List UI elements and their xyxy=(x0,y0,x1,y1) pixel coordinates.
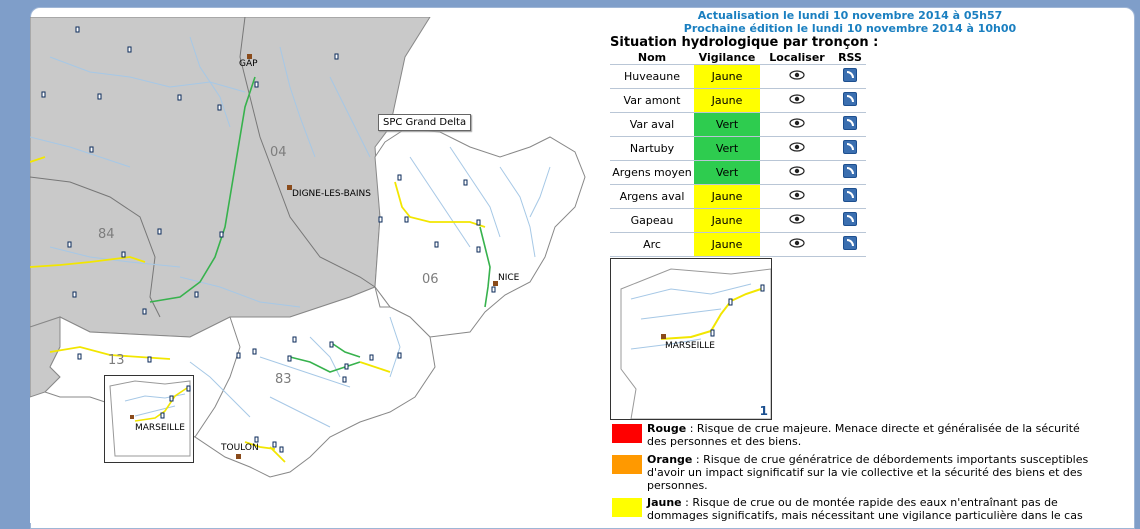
inset-small-city-label: MARSEILLE xyxy=(135,423,185,433)
rss-icon xyxy=(843,212,857,226)
localiser-button[interactable] xyxy=(760,136,834,161)
localiser-button[interactable] xyxy=(760,64,834,89)
col-header-vigilance: Vigilance xyxy=(694,51,760,65)
eye-icon xyxy=(789,118,805,128)
inset-number: 1 xyxy=(759,404,768,418)
legend-jaune: Jaune : Risque de crue ou de montée rapi… xyxy=(612,496,1102,522)
department-label-06: 06 xyxy=(422,272,439,287)
row-name: Argens moyen xyxy=(610,160,694,185)
localiser-button[interactable] xyxy=(760,232,834,257)
inset-large-svg xyxy=(620,268,771,419)
table-row: Gapeau Jaune xyxy=(610,208,866,233)
col-header-localiser: Localiser xyxy=(760,51,834,65)
row-name: Var amont xyxy=(610,88,694,113)
river-sections-table: Nom Vigilance Localiser RSS Huveaune Jaun… xyxy=(610,51,866,257)
row-vigilance: Vert xyxy=(694,136,760,161)
rss-icon xyxy=(843,68,857,82)
rss-button[interactable] xyxy=(834,184,866,209)
rss-button[interactable] xyxy=(834,136,866,161)
localiser-button[interactable] xyxy=(760,88,834,113)
legend-text-jaune: : Risque de crue ou de montée rapide des… xyxy=(647,496,1083,522)
eye-icon xyxy=(789,70,805,80)
row-name: Var aval xyxy=(610,112,694,137)
city-label-gap: GAP xyxy=(239,59,258,69)
table-row: Var aval Vert xyxy=(610,112,866,137)
row-vigilance: Jaune xyxy=(694,208,760,233)
localiser-button[interactable] xyxy=(760,160,834,185)
inset-large-city-label: MARSEILLE xyxy=(665,341,715,351)
table-row: Var amont Jaune xyxy=(610,88,866,113)
row-name: Nartuby xyxy=(610,136,694,161)
city-label-digne: DIGNE-LES-BAINS xyxy=(292,189,371,199)
legend-swatch-orange xyxy=(612,455,642,474)
row-vigilance: Jaune xyxy=(694,64,760,89)
row-name: Huveaune xyxy=(610,64,694,89)
legend-label-orange: Orange xyxy=(647,453,693,466)
eye-icon xyxy=(789,238,805,248)
row-vigilance: Vert xyxy=(694,160,760,185)
rss-button[interactable] xyxy=(834,88,866,113)
legend-orange: Orange : Risque de crue génératrice de d… xyxy=(612,453,1102,492)
city-label-nice: NICE xyxy=(498,273,520,283)
zoom-inset-large[interactable]: MARSEILLE 1 xyxy=(610,258,772,420)
eye-icon xyxy=(789,190,805,200)
col-header-nom: Nom xyxy=(610,51,694,65)
spc-label[interactable]: SPC Grand Delta xyxy=(378,114,472,131)
rss-icon xyxy=(843,188,857,202)
table-row: Nartuby Vert xyxy=(610,136,866,161)
update-timestamp: Actualisation le lundi 10 novembre 2014 … xyxy=(697,9,1003,22)
table-row: Huveaune Jaune xyxy=(610,64,866,89)
legend-label-jaune: Jaune xyxy=(647,496,682,509)
row-name: Argens aval xyxy=(610,184,694,209)
section-title: Situation hydrologique par tronçon : xyxy=(610,35,879,50)
legend-swatch-jaune xyxy=(612,498,642,517)
rss-button[interactable] xyxy=(834,64,866,89)
rss-icon xyxy=(843,116,857,130)
city-label-toulon: TOULON xyxy=(221,443,259,453)
rss-button[interactable] xyxy=(834,160,866,185)
department-label-04: 04 xyxy=(270,145,287,160)
rss-icon xyxy=(843,92,857,106)
legend-label-rouge: Rouge xyxy=(647,422,687,435)
vigilance-map[interactable]: 04 84 06 13 83 GAP DIGNE-LES-BAINS NICE … xyxy=(30,17,602,523)
rss-icon xyxy=(843,164,857,178)
rss-button[interactable] xyxy=(834,208,866,233)
department-label-13: 13 xyxy=(108,353,125,368)
table-row: Argens aval Jaune xyxy=(610,184,866,209)
legend-rouge: Rouge : Risque de crue majeure. Menace d… xyxy=(612,422,1102,448)
rss-button[interactable] xyxy=(834,112,866,137)
rss-button[interactable] xyxy=(834,232,866,257)
col-header-rss: RSS xyxy=(834,51,866,65)
next-edition-timestamp: Prochaine édition le lundi 10 novembre 2… xyxy=(683,22,1017,35)
row-vigilance: Jaune xyxy=(694,88,760,113)
rss-icon xyxy=(843,140,857,154)
department-label-84: 84 xyxy=(98,227,115,242)
eye-icon xyxy=(789,94,805,104)
table-row: Argens moyen Vert xyxy=(610,160,866,185)
legend-text-orange: : Risque de crue génératrice de débordem… xyxy=(647,453,1089,492)
row-vigilance: Jaune xyxy=(694,184,760,209)
zoom-inset-box[interactable]: MARSEILLE xyxy=(104,375,194,463)
department-label-83: 83 xyxy=(275,372,292,387)
localiser-button[interactable] xyxy=(760,112,834,137)
localiser-button[interactable] xyxy=(760,184,834,209)
legend-text-rouge: : Risque de crue majeure. Menace directe… xyxy=(647,422,1080,448)
row-vigilance: Jaune xyxy=(694,232,760,257)
eye-icon xyxy=(789,214,805,224)
legend-swatch-rouge xyxy=(612,424,642,443)
localiser-button[interactable] xyxy=(760,208,834,233)
row-vigilance: Vert xyxy=(694,112,760,137)
row-name: Gapeau xyxy=(610,208,694,233)
inset-small-svg xyxy=(109,380,191,457)
eye-icon xyxy=(789,142,805,152)
table-row: Arc Jaune xyxy=(610,232,866,257)
row-name: Arc xyxy=(610,232,694,257)
eye-icon xyxy=(789,166,805,176)
rss-icon xyxy=(843,236,857,250)
